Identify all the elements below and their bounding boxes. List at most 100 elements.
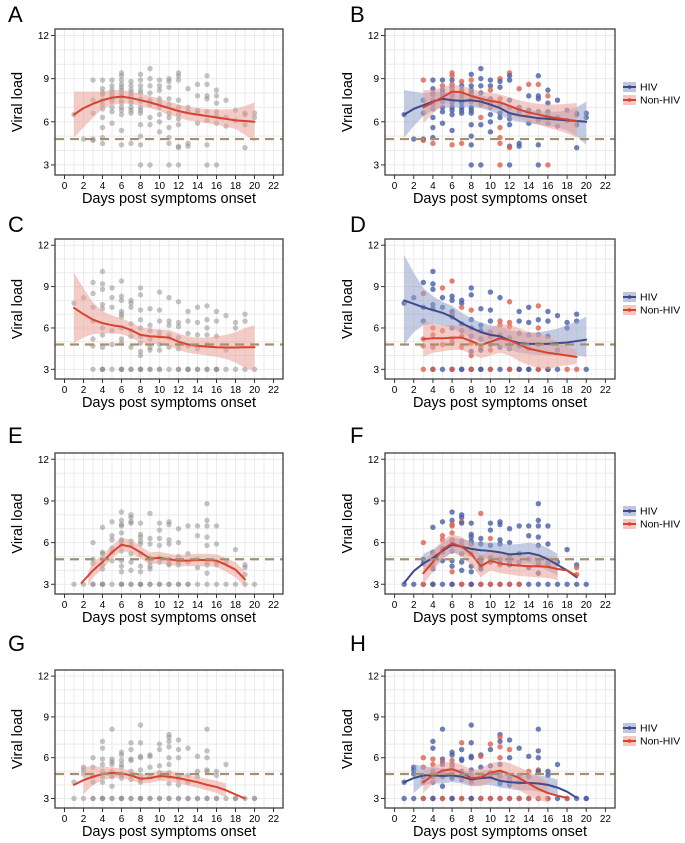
svg-text:2: 2 — [81, 385, 87, 396]
svg-text:2: 2 — [411, 385, 417, 396]
legend-label: HIV — [640, 723, 658, 735]
y-axis-label: Viral load — [10, 279, 26, 339]
svg-text:3: 3 — [43, 160, 49, 171]
svg-text:2: 2 — [81, 814, 87, 825]
svg-text:8: 8 — [138, 385, 144, 396]
svg-text:9: 9 — [43, 282, 49, 293]
svg-text:12: 12 — [368, 31, 380, 42]
confidence-ribbon — [423, 84, 577, 138]
svg-text:6: 6 — [449, 181, 455, 192]
svg-text:2: 2 — [81, 600, 87, 611]
svg-text:12: 12 — [38, 455, 50, 466]
confidence-ribbon — [423, 321, 577, 370]
svg-text:16: 16 — [542, 600, 554, 611]
svg-text:6: 6 — [43, 323, 49, 334]
svg-text:14: 14 — [192, 600, 204, 611]
svg-text:6: 6 — [43, 117, 49, 128]
legend-label: Non-HIV — [640, 519, 680, 531]
svg-text:3: 3 — [43, 794, 49, 805]
svg-text:16: 16 — [542, 181, 554, 192]
svg-text:18: 18 — [230, 814, 242, 825]
panel-letter-a: A — [8, 2, 23, 27]
svg-text:12: 12 — [173, 600, 185, 611]
confidence-ribbon — [88, 537, 245, 587]
panel-border — [54, 669, 284, 809]
svg-text:8: 8 — [468, 600, 474, 611]
svg-text:9: 9 — [373, 74, 379, 85]
svg-text:16: 16 — [542, 385, 554, 396]
svg-text:22: 22 — [600, 600, 612, 611]
svg-text:16: 16 — [542, 814, 554, 825]
svg-text:8: 8 — [468, 385, 474, 396]
svg-text:14: 14 — [523, 385, 535, 396]
svg-text:0: 0 — [392, 385, 398, 396]
svg-text:4: 4 — [100, 600, 106, 611]
svg-text:16: 16 — [211, 814, 223, 825]
svg-text:12: 12 — [173, 181, 185, 192]
svg-text:14: 14 — [523, 814, 535, 825]
scatter-points — [71, 501, 258, 587]
svg-text:6: 6 — [373, 117, 379, 128]
panel-border — [384, 669, 616, 809]
y-axis-label: Viral load — [10, 72, 26, 132]
svg-text:6: 6 — [449, 814, 455, 825]
svg-text:2: 2 — [81, 181, 87, 192]
svg-text:0: 0 — [62, 385, 68, 396]
svg-text:9: 9 — [373, 496, 379, 507]
panel-border — [54, 452, 284, 595]
svg-text:8: 8 — [468, 181, 474, 192]
trend-line — [422, 542, 578, 577]
svg-text:20: 20 — [249, 385, 261, 396]
svg-text:6: 6 — [119, 385, 125, 396]
confidence-ribbon — [423, 761, 548, 803]
svg-text:22: 22 — [600, 181, 612, 192]
svg-text:6: 6 — [373, 323, 379, 334]
x-axis-label: Days post symptoms onset — [82, 610, 256, 626]
panel-border — [384, 28, 616, 176]
x-axis-label: Days post symptoms onset — [82, 191, 256, 207]
svg-text:14: 14 — [192, 385, 204, 396]
svg-text:4: 4 — [100, 181, 106, 192]
svg-text:2: 2 — [411, 814, 417, 825]
svg-text:4: 4 — [100, 385, 106, 396]
svg-text:20: 20 — [249, 814, 261, 825]
x-axis-label: Days post symptoms onset — [82, 824, 256, 840]
svg-text:2: 2 — [411, 181, 417, 192]
svg-text:10: 10 — [485, 814, 497, 825]
svg-text:0: 0 — [392, 181, 398, 192]
svg-text:0: 0 — [62, 181, 68, 192]
svg-text:20: 20 — [581, 600, 593, 611]
svg-text:14: 14 — [192, 181, 204, 192]
y-axis-label: Vrial load — [342, 709, 356, 769]
trend-line — [422, 90, 578, 123]
svg-text:18: 18 — [230, 385, 242, 396]
legend-label: Non-HIV — [640, 95, 680, 107]
svg-text:14: 14 — [192, 814, 204, 825]
svg-text:10: 10 — [485, 181, 497, 192]
svg-text:3: 3 — [43, 580, 49, 591]
svg-text:0: 0 — [392, 600, 398, 611]
svg-text:12: 12 — [504, 600, 516, 611]
svg-text:6: 6 — [373, 538, 379, 549]
svg-text:0: 0 — [62, 814, 68, 825]
svg-text:10: 10 — [154, 385, 166, 396]
y-axis-label: Vrial load — [342, 72, 356, 132]
svg-text:9: 9 — [43, 496, 49, 507]
svg-text:3: 3 — [373, 580, 379, 591]
svg-text:6: 6 — [43, 538, 49, 549]
svg-text:18: 18 — [230, 600, 242, 611]
svg-text:4: 4 — [430, 385, 436, 396]
trend-line — [73, 306, 256, 349]
svg-text:6: 6 — [373, 753, 379, 764]
y-axis-label: Viral load — [10, 709, 26, 769]
svg-text:4: 4 — [430, 181, 436, 192]
svg-text:12: 12 — [38, 672, 50, 683]
svg-text:12: 12 — [173, 814, 185, 825]
